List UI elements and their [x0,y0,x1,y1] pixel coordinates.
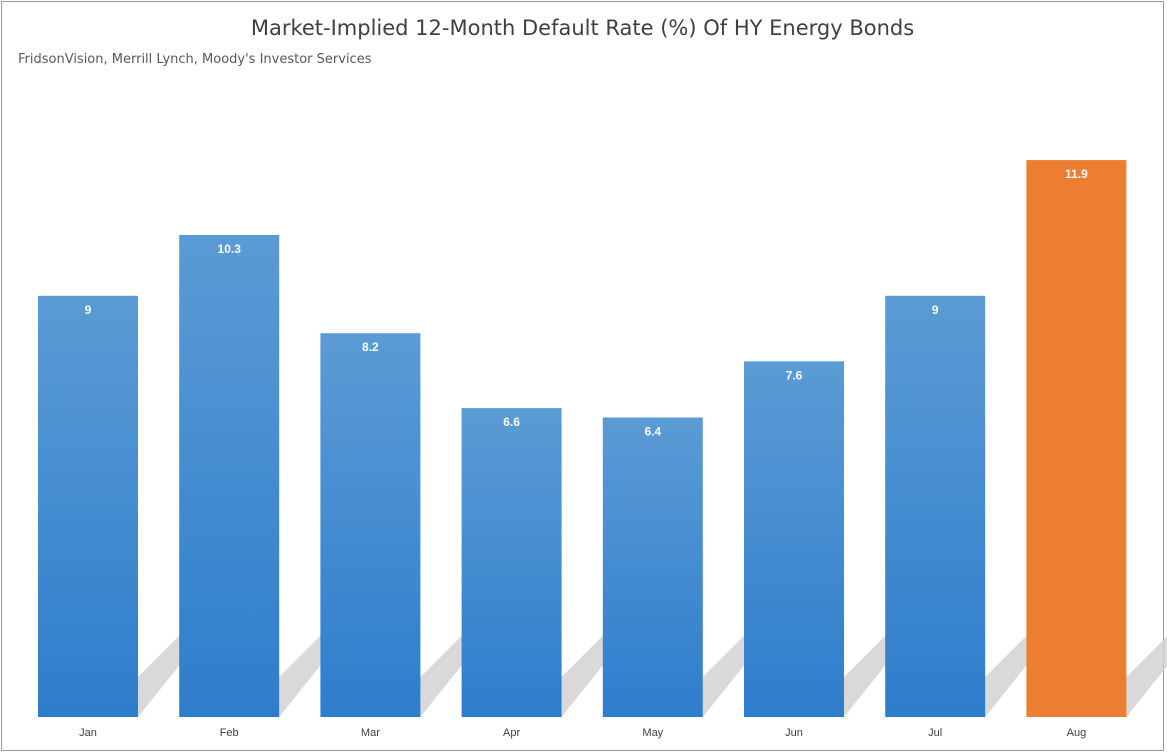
chart-title: Market-Implied 12-Month Default Rate (%)… [250,16,915,40]
bar-apr [461,408,562,717]
x-tick-label-may: May [642,727,663,739]
x-tick-label-feb: Feb [220,727,239,739]
data-label-may: 6.4 [644,424,661,438]
x-tick-label-mar: Mar [361,727,380,739]
bar-jun [744,361,844,717]
x-tick-label-jun: Jun [785,727,803,739]
bar-aug [1026,160,1127,717]
data-label-mar: 8.2 [362,340,379,354]
x-tick-label-jan: Jan [79,727,97,739]
bar-may [602,417,703,717]
data-label-aug: 11.9 [1065,167,1088,181]
bar-jul [885,295,986,717]
data-label-feb: 10.3 [218,242,242,256]
bar-jan [38,295,138,717]
x-tick-label-apr: Apr [503,727,520,739]
data-label-apr: 6.6 [503,415,520,429]
x-tick-label-aug: Aug [1067,727,1087,739]
data-label-jul: 9 [932,303,939,317]
bar-mar [320,333,421,717]
chart-subtitle: FridsonVision, Merrill Lynch, Moody's In… [18,52,372,67]
data-label-jun: 7.6 [786,368,803,382]
x-axis-labels: Jan Feb Mar Apr May Jun Jul Aug [79,727,1086,739]
data-label-jan: 9 [85,303,92,317]
bar-shadow-aug [1126,636,1167,717]
bars [38,160,1127,717]
data-labels: 9 10.3 8.2 6.6 6.4 7.6 9 11.9 [85,167,1088,438]
bar-feb [179,234,280,717]
x-tick-label-jul: Jul [928,727,942,739]
